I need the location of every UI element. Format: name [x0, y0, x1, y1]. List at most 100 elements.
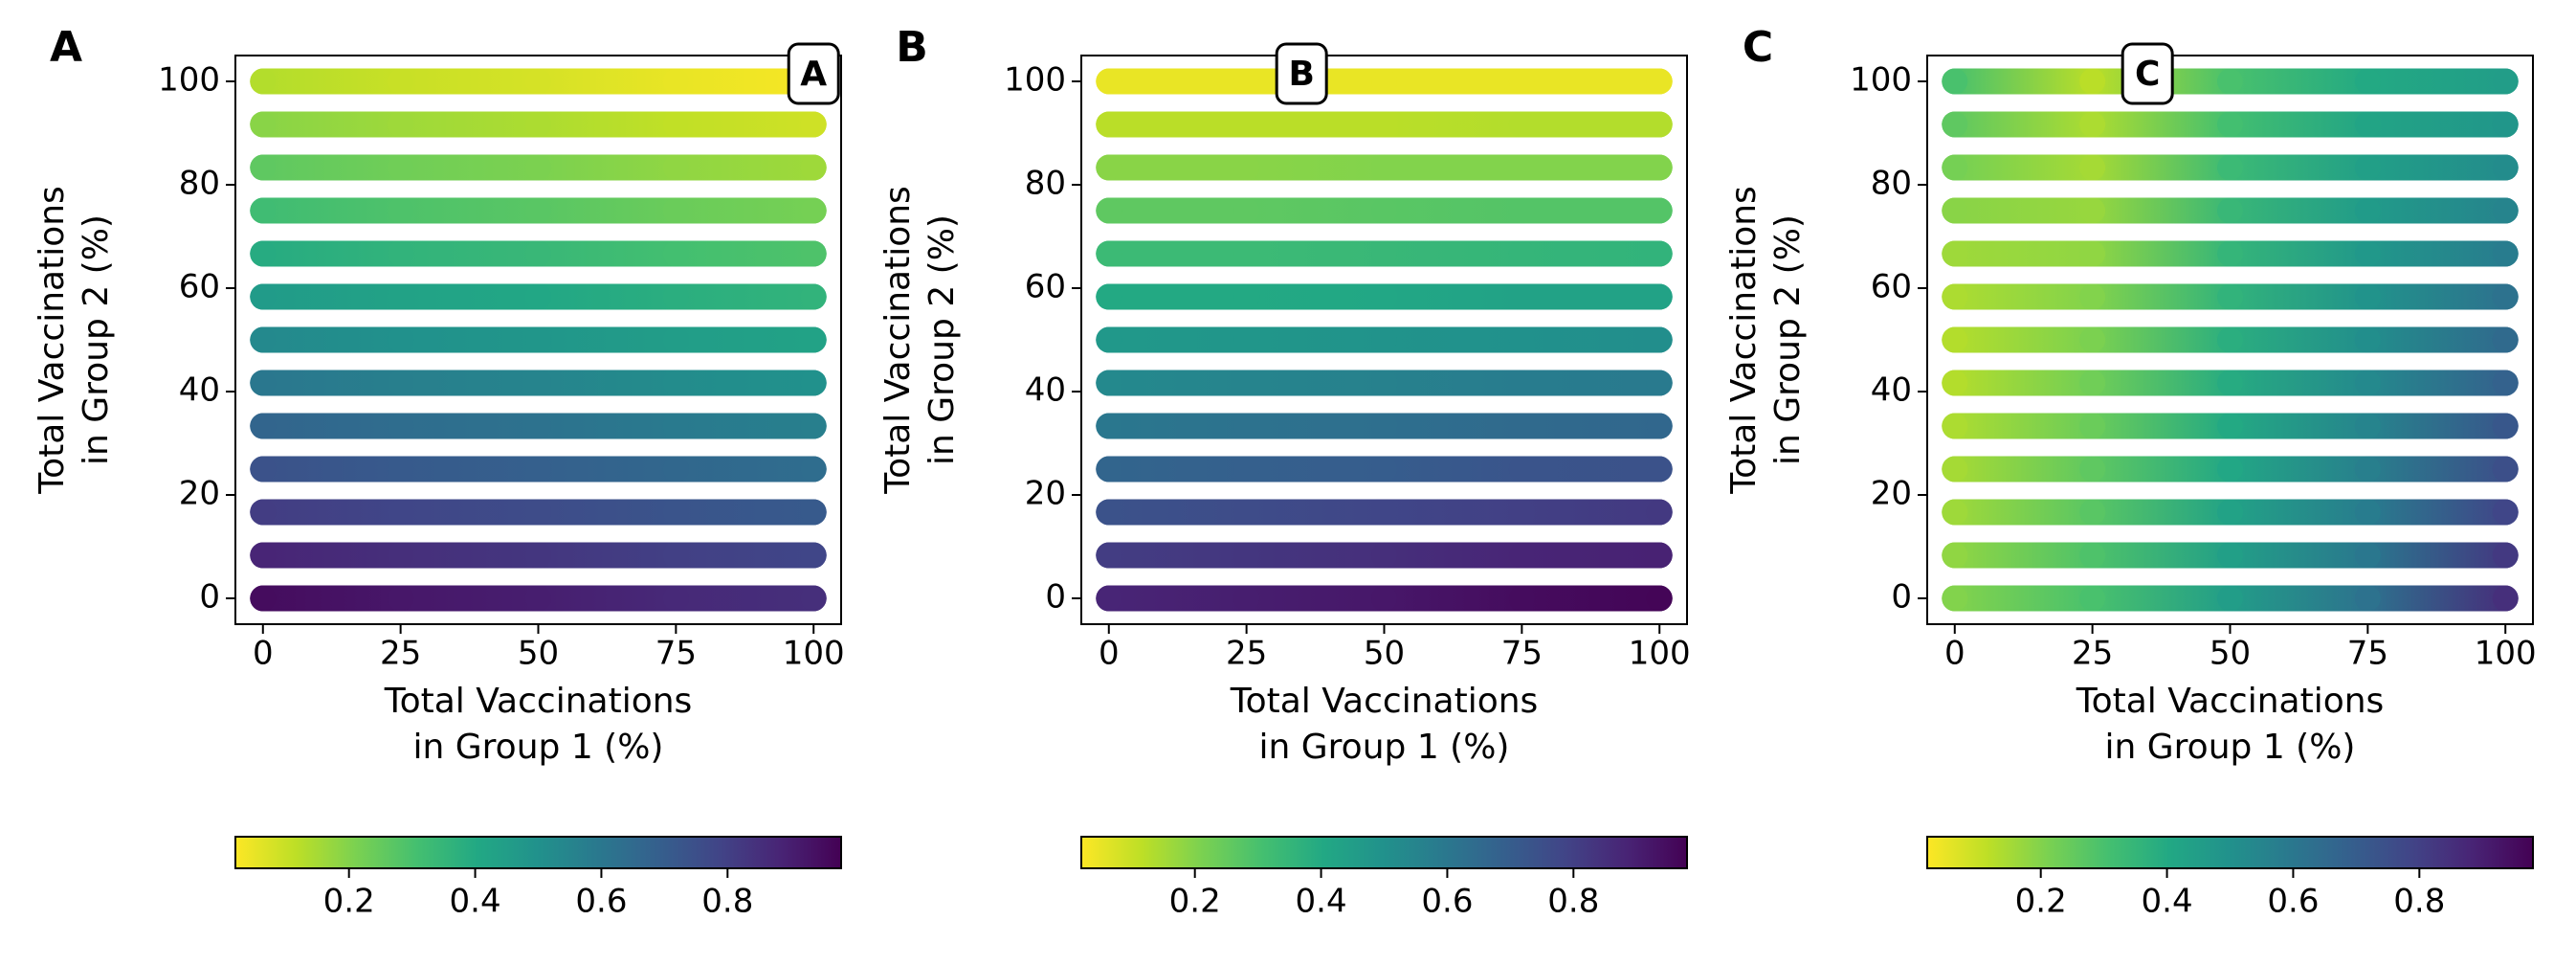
point	[250, 154, 277, 181]
x-tick-label: 0	[253, 635, 274, 673]
colorbar-tick-label: 0.2	[1169, 883, 1221, 921]
point	[2079, 154, 2106, 181]
point	[2354, 197, 2381, 224]
point	[2217, 283, 2243, 310]
point	[388, 111, 414, 138]
x-axis-label: in Group 1 (%)	[1259, 728, 1510, 767]
point	[2079, 499, 2106, 526]
point	[800, 240, 827, 267]
point	[2354, 111, 2381, 138]
point	[1942, 68, 1968, 95]
point	[662, 197, 689, 224]
point	[800, 413, 827, 439]
point	[2354, 240, 2381, 267]
y-tick-label: 20	[1025, 475, 1066, 513]
point	[2354, 456, 2381, 482]
point	[1371, 197, 1397, 224]
point	[1508, 154, 1535, 181]
point	[525, 542, 551, 569]
point	[1942, 499, 1968, 526]
point	[1646, 154, 1673, 181]
point	[2217, 456, 2243, 482]
point	[2217, 68, 2243, 95]
y-tick-label: 100	[158, 61, 220, 100]
point	[525, 283, 551, 310]
point	[1942, 326, 1968, 353]
point	[2217, 111, 2243, 138]
point	[1233, 585, 1260, 612]
point	[1371, 413, 1397, 439]
point	[2492, 413, 2519, 439]
point	[1371, 283, 1397, 310]
colorbar-tick-label: 0.2	[2015, 883, 2067, 921]
point	[2217, 585, 2243, 612]
x-tick-label: 75	[655, 635, 697, 673]
x-tick-label: 100	[2475, 635, 2537, 673]
point	[662, 111, 689, 138]
annotation-box	[787, 42, 840, 105]
point	[662, 326, 689, 353]
colorbar-tick-label: 0.6	[575, 883, 627, 921]
point	[250, 370, 277, 396]
y-tick-label: 0	[1891, 578, 1912, 617]
y-tick-label: 20	[179, 475, 220, 513]
point	[250, 456, 277, 482]
annotation: C	[2135, 55, 2160, 94]
y-tick-label: 40	[1871, 371, 1912, 410]
point	[250, 542, 277, 569]
point	[662, 499, 689, 526]
point	[2492, 456, 2519, 482]
y-tick-label: 80	[1871, 165, 1912, 203]
point	[2079, 585, 2106, 612]
point	[1233, 111, 1260, 138]
point	[2217, 542, 2243, 569]
point	[2354, 326, 2381, 353]
point	[1508, 326, 1535, 353]
point	[388, 68, 414, 95]
point	[1646, 413, 1673, 439]
point	[1508, 283, 1535, 310]
point	[250, 283, 277, 310]
point	[1371, 542, 1397, 569]
point	[1646, 542, 1673, 569]
colorbar-tick-label: 0.8	[2393, 883, 2445, 921]
point	[1942, 370, 1968, 396]
point	[1233, 68, 1260, 95]
point	[2492, 111, 2519, 138]
point	[1096, 111, 1122, 138]
y-tick-label: 0	[199, 578, 220, 617]
point	[662, 240, 689, 267]
point	[800, 456, 827, 482]
x-tick-label: 75	[1501, 635, 1543, 673]
point	[662, 542, 689, 569]
point	[1942, 283, 1968, 310]
point	[250, 197, 277, 224]
point	[1096, 413, 1122, 439]
point	[2079, 413, 2106, 439]
point	[1646, 68, 1673, 95]
point	[388, 542, 414, 569]
point	[800, 499, 827, 526]
x-tick-label: 0	[1944, 635, 1965, 673]
point	[1942, 542, 1968, 569]
y-tick-label: 100	[1850, 61, 1912, 100]
point	[1096, 68, 1122, 95]
point	[1646, 197, 1673, 224]
point	[1942, 197, 1968, 224]
point	[1942, 456, 1968, 482]
point	[662, 283, 689, 310]
y-axis-label: Total Vaccinations	[1724, 186, 1764, 495]
point	[2354, 585, 2381, 612]
point	[800, 370, 827, 396]
point	[1096, 456, 1122, 482]
point	[2217, 240, 2243, 267]
point	[1942, 154, 1968, 181]
point	[800, 111, 827, 138]
point	[1508, 456, 1535, 482]
point	[1233, 456, 1260, 482]
point	[1233, 499, 1260, 526]
point	[2217, 370, 2243, 396]
annotation-box	[1275, 42, 1328, 105]
point	[2492, 499, 2519, 526]
